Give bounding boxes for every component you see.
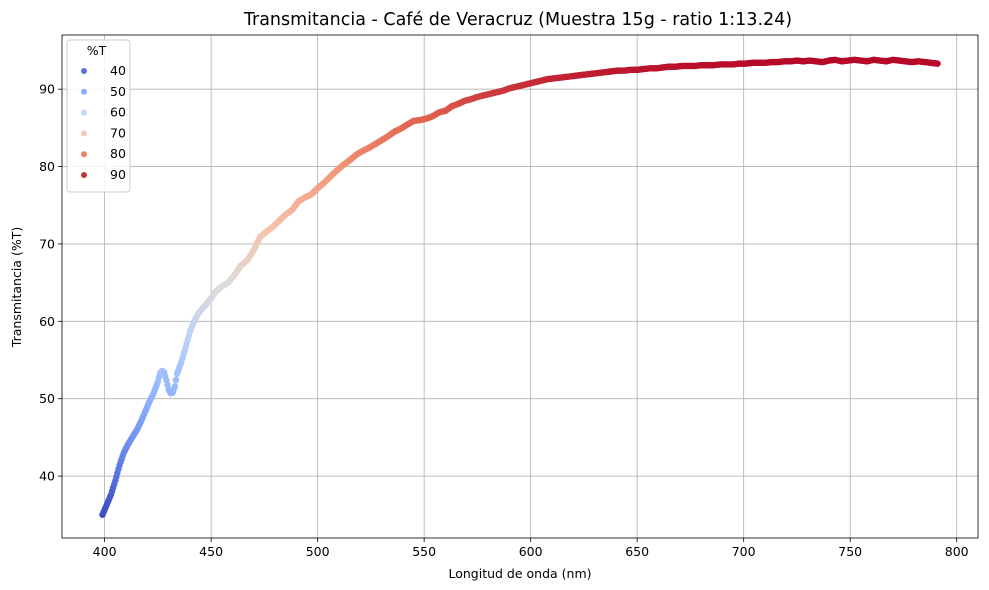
plot-frame <box>61 34 979 539</box>
x-tick-label: 550 <box>412 544 436 559</box>
legend-label: 80 <box>110 146 126 161</box>
x-tick-label: 750 <box>838 544 862 559</box>
y-tick-label: 90 <box>39 82 55 97</box>
chart-title: Transmitancia - Café de Veracruz (Muestr… <box>243 10 792 30</box>
data-points <box>99 56 941 518</box>
x-axis: 400 450 500 550 600 650 700 750 800 <box>93 538 969 559</box>
legend-label: 50 <box>110 84 126 99</box>
x-tick-label: 450 <box>199 544 223 559</box>
legend-marker <box>81 68 87 74</box>
x-axis-label: Longitud de onda (nm) <box>448 566 591 581</box>
legend-label: 70 <box>110 125 126 140</box>
legend-title: %T <box>87 43 107 58</box>
x-tick-label: 400 <box>93 544 117 559</box>
y-tick-label: 80 <box>39 159 55 174</box>
legend-marker <box>81 109 87 116</box>
data-point <box>171 383 179 390</box>
legend: %T40 50 60 70 80 90 <box>66 39 131 193</box>
legend-label: 60 <box>110 105 126 120</box>
y-axis: 40 50 60 70 80 90 <box>39 82 62 484</box>
x-tick-label: 500 <box>306 544 330 559</box>
y-axis-label: Transmitancia (%T) <box>9 227 24 348</box>
legend-marker <box>81 88 87 95</box>
x-tick-label: 800 <box>945 544 969 559</box>
x-tick-label: 600 <box>519 544 543 559</box>
data-point <box>934 60 941 67</box>
legend-label: 40 <box>110 63 126 78</box>
y-tick-label: 70 <box>39 236 55 251</box>
x-tick-label: 650 <box>625 544 649 559</box>
data-point <box>172 376 180 384</box>
y-tick-label: 40 <box>39 469 55 484</box>
legend-label: 90 <box>110 167 126 182</box>
legend-marker <box>81 172 87 178</box>
legend-marker <box>81 130 87 137</box>
y-tick-label: 60 <box>39 314 55 329</box>
grid <box>62 35 978 538</box>
legend-marker <box>81 151 87 158</box>
y-tick-label: 50 <box>39 391 55 406</box>
x-tick-label: 700 <box>732 544 756 559</box>
